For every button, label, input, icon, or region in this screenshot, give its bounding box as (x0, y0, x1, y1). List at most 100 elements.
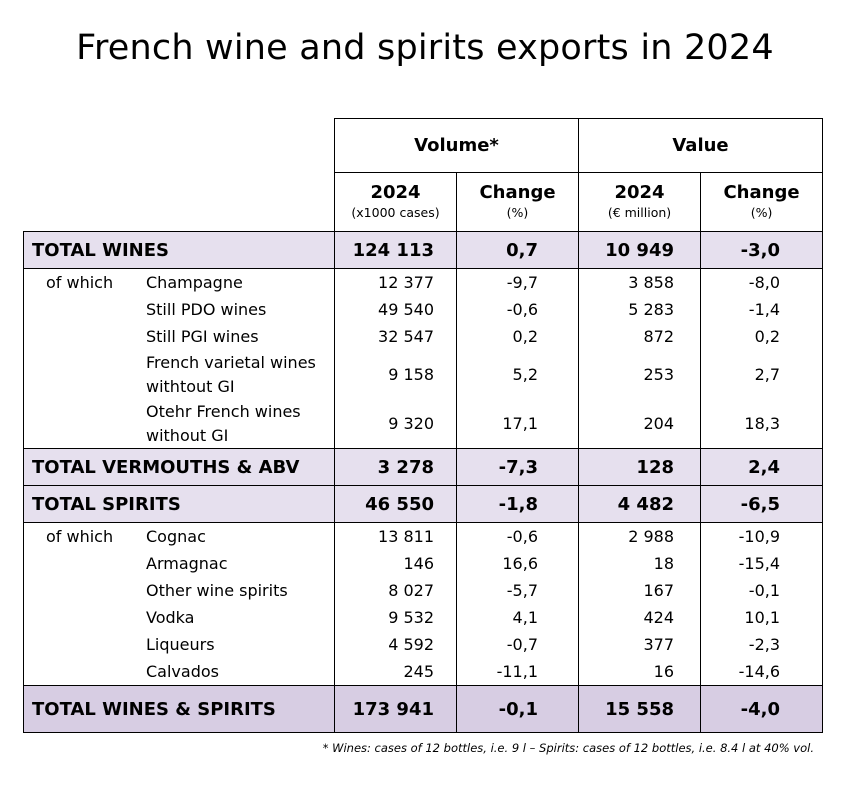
volume-cell: 9 158 (334, 350, 457, 399)
val-change-unit-label: (%) (750, 205, 773, 220)
value-change-cell: 10,1 (699, 604, 824, 631)
value-cell: 377 (578, 631, 701, 658)
value-cell: 167 (578, 577, 701, 604)
table-row: Armagnac 146 16,6 18 -15,4 (23, 550, 824, 577)
item-label-line1: French varietal wines (146, 352, 316, 372)
footnote: * Wines: cases of 12 bottles, i.e. 9 l –… (323, 741, 814, 755)
of-which-label: of which (46, 527, 114, 546)
row-label: Other wine spirits (23, 577, 335, 604)
item-label: Champagne (146, 273, 243, 292)
row-label: TOTAL VERMOUTHS & ABV (23, 448, 335, 486)
value-change-cell: -14,6 (699, 658, 824, 686)
page-title: French wine and spirits exports in 2024 (76, 28, 774, 68)
row-label: Calvados (23, 658, 335, 686)
header-value: Value (578, 118, 824, 173)
value-change-cell: -2,3 (699, 631, 824, 658)
volume-change-cell: -1,8 (456, 485, 579, 523)
row-label: French varietal wines withtout GI (23, 350, 335, 399)
value-change-cell: 18,3 (699, 399, 824, 449)
volume-change-cell: -0,6 (456, 296, 579, 323)
value-cell: 18 (578, 550, 701, 577)
volume-change-cell: -7,3 (456, 448, 579, 486)
row-label: Still PDO wines (23, 296, 335, 323)
header-val-year: 2024 (€ million) (578, 172, 701, 232)
header-vol-change: Change (%) (456, 172, 579, 232)
value-change-cell: -0,1 (699, 577, 824, 604)
total-vermouths-row: TOTAL VERMOUTHS & ABV 3 278 -7,3 128 2,4 (23, 448, 824, 486)
volume-change-cell: -0,6 (456, 522, 579, 550)
value-change-cell: -8,0 (699, 268, 824, 296)
header-empty-cell (24, 119, 335, 173)
value-cell: 204 (578, 399, 701, 449)
value-cell: 5 283 (578, 296, 701, 323)
volume-change-cell: -9,7 (456, 268, 579, 296)
volume-cell: 9 320 (334, 399, 457, 449)
vol-change-label: Change (479, 182, 556, 203)
volume-change-cell: 0,2 (456, 323, 579, 350)
total-spirits-row: TOTAL SPIRITS 46 550 -1,8 4 482 -6,5 (23, 485, 824, 523)
total-all-row: TOTAL WINES & SPIRITS 173 941 -0,1 15 55… (23, 685, 824, 733)
value-change-cell: -1,4 (699, 296, 824, 323)
value-cell: 128 (578, 448, 701, 486)
value-change-cell: 2,7 (699, 350, 824, 399)
volume-change-cell: -0,1 (456, 685, 579, 733)
item-label: Cognac (146, 527, 206, 546)
vol-unit-label: (x1000 cases) (351, 205, 440, 220)
value-cell: 2 988 (578, 522, 701, 550)
item-label: Vodka (146, 608, 195, 627)
row-label: TOTAL WINES (23, 231, 335, 269)
volume-change-cell: -5,7 (456, 577, 579, 604)
val-year-label: 2024 (614, 182, 665, 203)
table-row: French varietal wines withtout GI 9 158 … (23, 350, 824, 399)
row-label: Liqueurs (23, 631, 335, 658)
volume-change-cell: -0,7 (456, 631, 579, 658)
volume-cell: 46 550 (334, 485, 457, 523)
value-change-cell: -4,0 (699, 685, 824, 733)
item-label: Liqueurs (146, 635, 215, 654)
table-row: Liqueurs 4 592 -0,7 377 -2,3 (23, 631, 824, 658)
table-row: Vodka 9 532 4,1 424 10,1 (23, 604, 824, 631)
table-row: Other wine spirits 8 027 -5,7 167 -0,1 (23, 577, 824, 604)
volume-cell: 3 278 (334, 448, 457, 486)
header-val-change: Change (%) (699, 172, 824, 232)
val-unit-label: (€ million) (607, 205, 672, 220)
table-row: of which Cognac 13 811 -0,6 2 988 -10,9 (23, 522, 824, 550)
vol-change-unit-label: (%) (506, 205, 529, 220)
row-label: of which Champagne (23, 268, 335, 296)
value-change-cell: -6,5 (699, 485, 824, 523)
item-label: Other wine spirits (146, 581, 288, 600)
volume-change-cell: 4,1 (456, 604, 579, 631)
value-change-cell: -3,0 (699, 231, 824, 269)
footnote-star: * (322, 741, 329, 755)
item-label: Armagnac (146, 554, 228, 573)
volume-cell: 146 (334, 550, 457, 577)
row-label: TOTAL WINES & SPIRITS (23, 685, 335, 733)
total-wines-row: TOTAL WINES 124 113 0,7 10 949 -3,0 (23, 231, 824, 269)
value-change-cell: 0,2 (699, 323, 824, 350)
header-volume: Volume* (334, 118, 579, 173)
value-cell: 253 (578, 350, 701, 399)
value-cell: 15 558 (578, 685, 701, 733)
volume-cell: 245 (334, 658, 457, 686)
item-label: Still PDO wines (146, 300, 267, 319)
row-label: TOTAL SPIRITS (23, 485, 335, 523)
of-which-label: of which (46, 273, 114, 292)
volume-cell: 4 592 (334, 631, 457, 658)
value-cell: 16 (578, 658, 701, 686)
value-change-cell: -10,9 (699, 522, 824, 550)
volume-cell: 124 113 (334, 231, 457, 269)
value-cell: 4 482 (578, 485, 701, 523)
row-label: Armagnac (23, 550, 335, 577)
volume-cell: 173 941 (334, 685, 457, 733)
item-label-line1: Otehr French wines (146, 401, 301, 421)
value-change-cell: -15,4 (699, 550, 824, 577)
volume-change-cell: 17,1 (456, 399, 579, 449)
volume-cell: 32 547 (334, 323, 457, 350)
value-cell: 3 858 (578, 268, 701, 296)
value-cell: 424 (578, 604, 701, 631)
volume-change-cell: 16,6 (456, 550, 579, 577)
row-label: Still PGI wines (23, 323, 335, 350)
volume-change-cell: 0,7 (456, 231, 579, 269)
header-row-columns: 2024 (x1000 cases) Change (%) 2024 (€ mi… (24, 172, 824, 232)
row-label: Otehr French wines without GI (23, 399, 335, 449)
